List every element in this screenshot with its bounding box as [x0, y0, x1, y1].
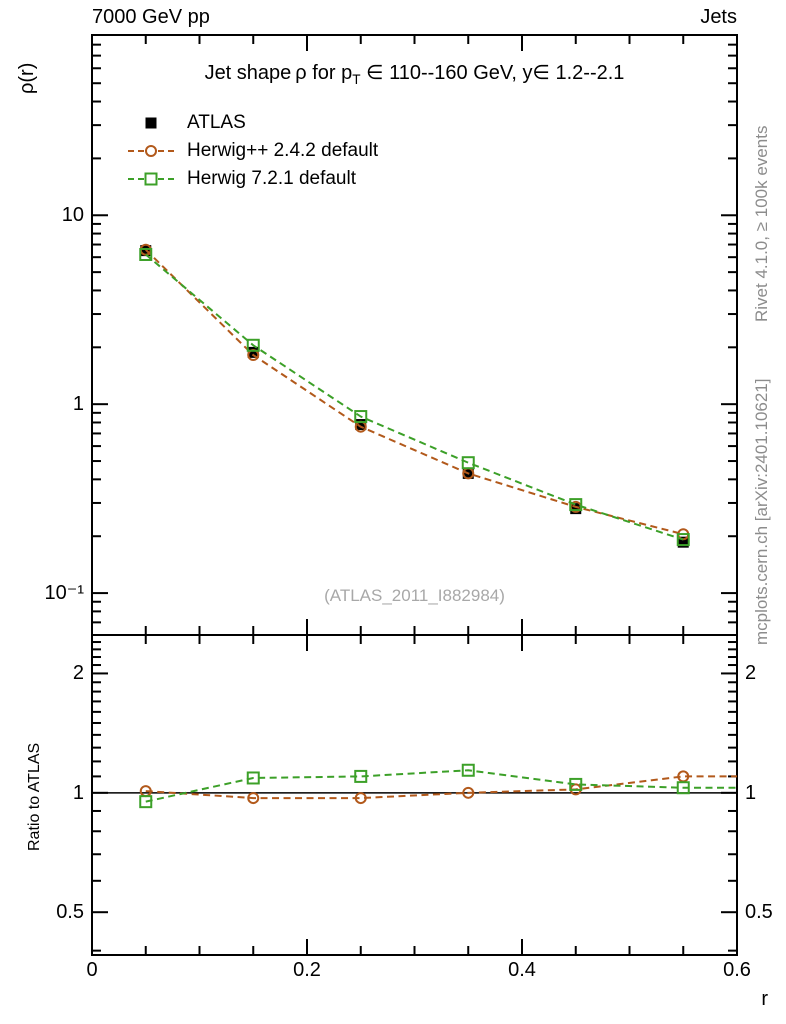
- analysis-id-watermark: (ATLAS_2011_I882984): [324, 586, 505, 605]
- ratio-tick-label-right: 2: [745, 662, 757, 685]
- legend-label-herwig7: Herwig 7.2.1 default: [187, 168, 356, 189]
- process-label: Jets: [700, 6, 737, 28]
- main-series-1: [139, 243, 690, 541]
- plot-title: Jet shape ρ for pT ∈ 110--160 GeV, y∈ 1.…: [92, 60, 737, 87]
- plot-title-text: Jet shape ρ for p: [204, 62, 353, 84]
- x-tick-label: 0.4: [508, 959, 536, 981]
- filled-square-marker-icon: [145, 117, 157, 129]
- beam-energy-label: 7000 GeV pp: [92, 6, 210, 28]
- mcplots-arxiv-note: mcplots.cern.ch [arXiv:2401.10621]: [752, 378, 771, 645]
- y-tick-label: 10⁻¹: [44, 582, 84, 605]
- legend-label-atlas: ATLAS: [187, 112, 246, 133]
- legend-item-herwig7: Herwig 7.2.1 default: [128, 165, 378, 193]
- plot-title-subscript: T: [352, 72, 361, 87]
- x-axis-title: r: [761, 988, 768, 1010]
- open-circle-marker-icon: [128, 145, 174, 157]
- main-series-2: [139, 247, 690, 547]
- main-series-0: [140, 245, 689, 548]
- legend-label-herwigpp: Herwig++ 2.4.2 default: [187, 140, 379, 161]
- legend-item-atlas: ATLAS: [128, 109, 378, 137]
- ratio-series-1: [139, 770, 737, 805]
- rivet-version-note: Rivet 4.1.0, ≥ 100k events: [752, 125, 771, 322]
- x-tick-label: 0: [86, 959, 98, 981]
- ratio-tick-label-left: 0.5: [56, 901, 84, 924]
- x-tick-label: 0.6: [723, 959, 751, 981]
- legend-item-herwigpp: Herwig++ 2.4.2 default: [128, 137, 378, 165]
- y-tick-label: 10: [61, 204, 84, 227]
- x-tick-label: 0.2: [293, 959, 321, 981]
- ratio-series-2: [139, 763, 737, 809]
- plot-title-range: ∈ 110--160 GeV, y∈ 1.2--2.1: [360, 62, 625, 84]
- open-square-marker-icon: [128, 172, 174, 186]
- y-axis-title: ρ(r): [16, 62, 38, 94]
- ratio-tick-label-left: 2: [72, 662, 84, 685]
- ratio-tick-label-right: 1: [745, 781, 757, 804]
- ratio-tick-label-left: 1: [72, 781, 84, 804]
- legend: ATLAS Herwig++ 2.4.2 default Herwig 7.2.…: [128, 109, 378, 193]
- axis-ticks: [91, 35, 738, 955]
- ratio-tick-label-right: 0.5: [745, 901, 773, 924]
- y-tick-label: 1: [72, 393, 84, 416]
